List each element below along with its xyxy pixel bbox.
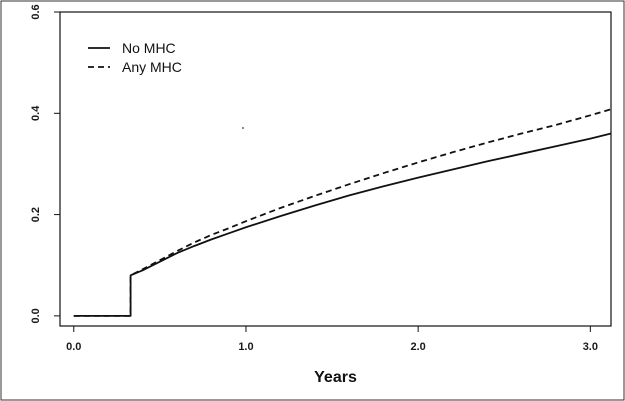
series-line-no-mhc [73,132,612,317]
y-axis: 0.0 0.2 0.4 0.6 [30,4,60,324]
y-tick-label: 0.4 [30,105,42,121]
series-line-any-mhc [73,108,612,317]
legend-label: No MHC [122,40,176,56]
x-tick-label: 1.0 [238,341,253,353]
x-tick-label: 2.0 [411,341,426,353]
x-axis: 0.0 1.0 2.0 3.0 [66,326,598,353]
legend-label: Any MHC [122,59,182,75]
series-layer [73,108,612,317]
y-tick-label: 0.6 [30,4,42,19]
x-tick-label: 0.0 [66,341,81,353]
legend: No MHC Any MHC [88,40,182,75]
plot-frame [59,11,612,327]
plot-area [59,11,612,327]
y-tick-label: 0.2 [30,207,42,222]
x-axis-title: Years [314,369,357,386]
x-tick-label: 3.0 [583,341,598,353]
stray-dot [242,127,244,129]
y-tick-label: 0.0 [30,308,42,323]
